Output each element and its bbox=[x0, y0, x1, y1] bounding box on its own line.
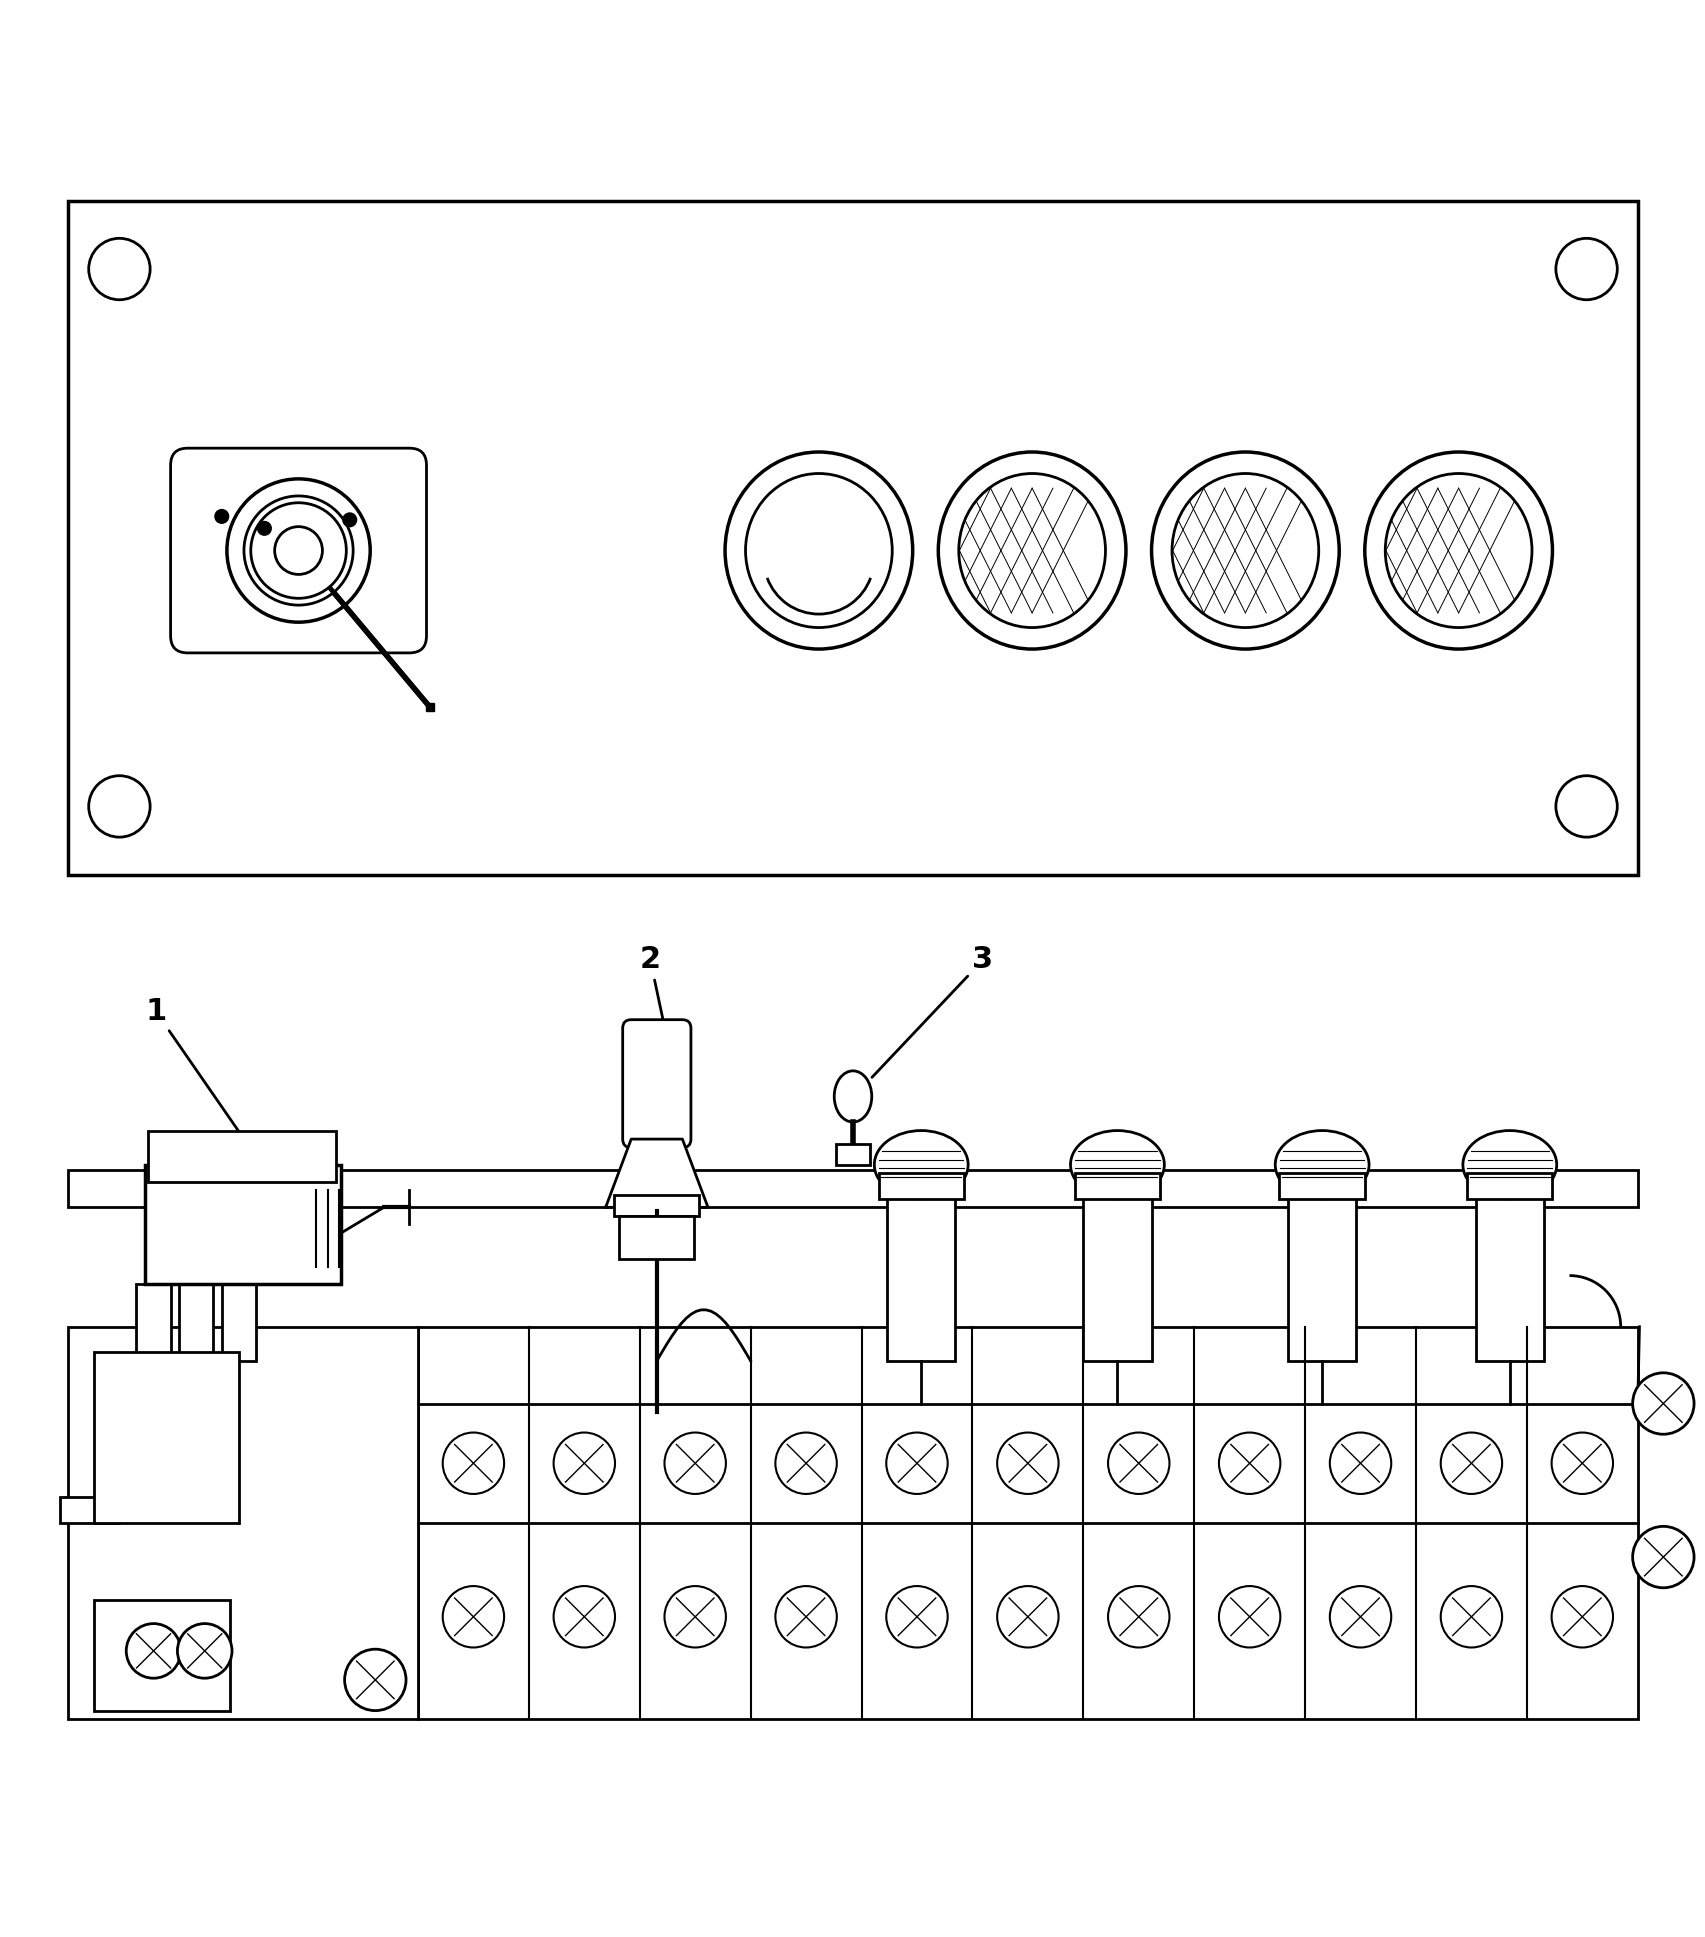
Ellipse shape bbox=[1364, 451, 1552, 649]
Ellipse shape bbox=[1071, 1131, 1163, 1199]
FancyBboxPatch shape bbox=[68, 1327, 418, 1720]
Circle shape bbox=[1555, 775, 1616, 837]
Bar bbox=[1287, 1189, 1355, 1362]
Bar bbox=[60, 1497, 119, 1522]
Bar bbox=[619, 1216, 694, 1259]
FancyBboxPatch shape bbox=[622, 1019, 691, 1147]
Ellipse shape bbox=[1151, 451, 1338, 649]
Circle shape bbox=[443, 1586, 505, 1648]
Ellipse shape bbox=[1384, 473, 1531, 628]
Ellipse shape bbox=[958, 473, 1105, 628]
Ellipse shape bbox=[725, 451, 912, 649]
Circle shape bbox=[997, 1586, 1059, 1648]
Bar bbox=[878, 1174, 963, 1199]
Circle shape bbox=[774, 1433, 835, 1493]
Ellipse shape bbox=[938, 451, 1125, 649]
Circle shape bbox=[89, 238, 150, 300]
Circle shape bbox=[1439, 1433, 1502, 1493]
Circle shape bbox=[1632, 1526, 1693, 1588]
Circle shape bbox=[275, 527, 322, 575]
Text: 3: 3 bbox=[871, 945, 992, 1077]
Circle shape bbox=[268, 519, 329, 581]
Circle shape bbox=[244, 496, 353, 604]
Circle shape bbox=[1632, 1373, 1693, 1433]
Circle shape bbox=[887, 1586, 948, 1648]
Circle shape bbox=[344, 1648, 406, 1710]
Bar bbox=[94, 1600, 230, 1710]
Circle shape bbox=[1108, 1586, 1170, 1648]
Bar bbox=[835, 1145, 870, 1164]
Bar bbox=[179, 1284, 213, 1362]
FancyBboxPatch shape bbox=[170, 447, 426, 653]
Circle shape bbox=[251, 504, 346, 599]
Ellipse shape bbox=[834, 1071, 871, 1122]
Circle shape bbox=[1552, 1433, 1613, 1493]
Circle shape bbox=[1555, 238, 1616, 300]
FancyBboxPatch shape bbox=[148, 1131, 336, 1182]
Circle shape bbox=[1439, 1586, 1502, 1648]
Bar bbox=[1074, 1174, 1159, 1199]
Circle shape bbox=[997, 1433, 1059, 1493]
Circle shape bbox=[215, 509, 228, 523]
Circle shape bbox=[227, 478, 370, 622]
FancyBboxPatch shape bbox=[145, 1164, 341, 1284]
Bar bbox=[1279, 1174, 1364, 1199]
FancyBboxPatch shape bbox=[418, 1327, 1637, 1720]
Bar bbox=[94, 1352, 239, 1522]
Circle shape bbox=[443, 1433, 505, 1493]
Ellipse shape bbox=[1461, 1131, 1555, 1199]
Bar bbox=[1475, 1189, 1543, 1362]
Circle shape bbox=[1108, 1433, 1170, 1493]
Ellipse shape bbox=[1171, 473, 1318, 628]
Circle shape bbox=[257, 521, 271, 535]
Circle shape bbox=[663, 1586, 725, 1648]
Circle shape bbox=[774, 1586, 835, 1648]
Bar bbox=[222, 1284, 256, 1362]
Circle shape bbox=[1217, 1586, 1280, 1648]
Text: 1: 1 bbox=[145, 998, 254, 1154]
Circle shape bbox=[1552, 1586, 1613, 1648]
Ellipse shape bbox=[1275, 1131, 1367, 1199]
Polygon shape bbox=[605, 1139, 708, 1207]
Circle shape bbox=[285, 537, 312, 564]
Text: 2: 2 bbox=[639, 945, 673, 1067]
Bar bbox=[614, 1195, 699, 1216]
Circle shape bbox=[1330, 1586, 1391, 1648]
Circle shape bbox=[1217, 1433, 1280, 1493]
Ellipse shape bbox=[873, 1131, 968, 1199]
Circle shape bbox=[887, 1433, 948, 1493]
Bar bbox=[887, 1189, 955, 1362]
FancyBboxPatch shape bbox=[68, 201, 1637, 876]
Ellipse shape bbox=[745, 473, 892, 628]
Circle shape bbox=[343, 513, 356, 527]
Circle shape bbox=[126, 1623, 181, 1677]
Bar bbox=[1083, 1189, 1151, 1362]
Bar bbox=[136, 1284, 170, 1362]
Circle shape bbox=[177, 1623, 232, 1677]
Circle shape bbox=[663, 1433, 725, 1493]
Bar bbox=[1466, 1174, 1552, 1199]
Bar bbox=[68, 1170, 1637, 1207]
Circle shape bbox=[89, 775, 150, 837]
Circle shape bbox=[552, 1433, 614, 1493]
Circle shape bbox=[552, 1586, 614, 1648]
Circle shape bbox=[1330, 1433, 1391, 1493]
